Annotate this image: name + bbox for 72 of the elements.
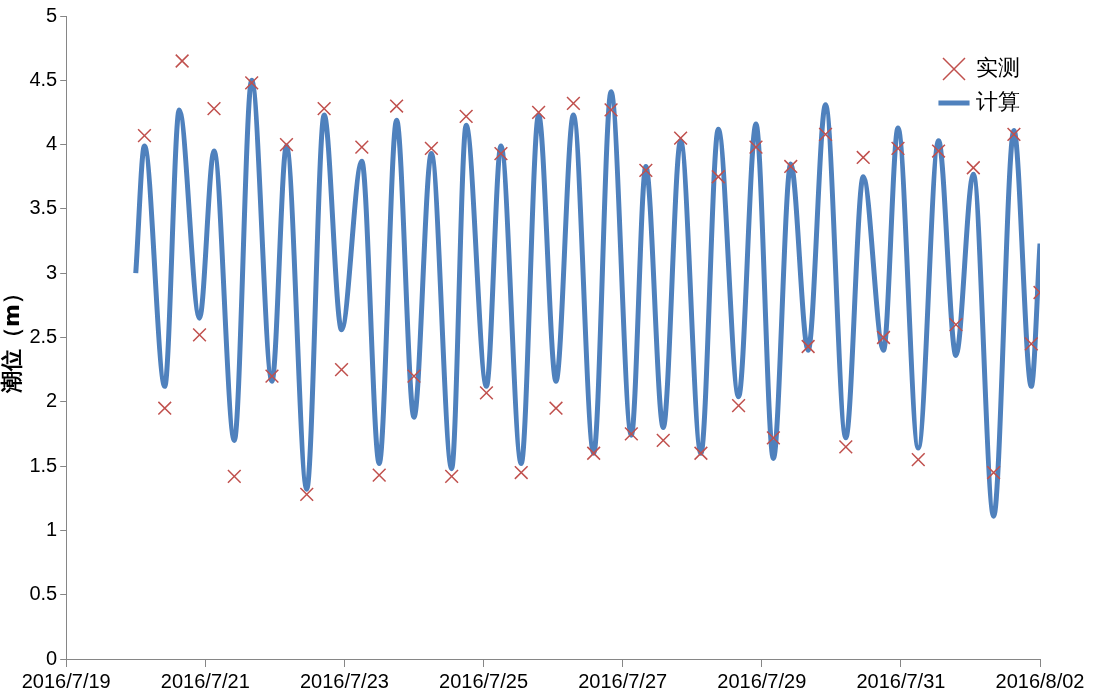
point [406, 368, 422, 384]
y-tick-label: 5 [46, 3, 58, 26]
point [748, 140, 764, 155]
point [838, 439, 853, 454]
point [656, 433, 671, 448]
y-tick-label: 0.5 [29, 582, 58, 605]
point [514, 465, 529, 480]
x-tick-label: 2016/7/29 [717, 669, 807, 692]
point [693, 446, 709, 461]
y-tick-label: 4.5 [29, 67, 58, 90]
point [1006, 127, 1022, 142]
point [966, 160, 981, 175]
point [227, 469, 242, 484]
point [493, 146, 509, 161]
y-axis-title: 潮位（m） [0, 282, 24, 394]
point [876, 330, 891, 345]
point [354, 140, 369, 155]
point [818, 127, 833, 142]
point [299, 487, 314, 502]
point [856, 150, 871, 165]
point [948, 317, 964, 332]
point [890, 141, 906, 156]
point [673, 131, 688, 146]
point [1024, 336, 1039, 352]
point [911, 452, 926, 467]
point [264, 368, 280, 384]
x-tick-label: 2016/7/19 [21, 669, 111, 692]
legend-label: 实测 [976, 54, 1020, 80]
point [175, 53, 190, 69]
point [586, 446, 601, 461]
y-tick-label: 1.5 [29, 453, 58, 476]
point [317, 101, 332, 116]
point [711, 169, 726, 184]
y-tick-label: 4 [46, 132, 58, 155]
x-tick-label: 2016/7/21 [160, 669, 250, 692]
point [157, 401, 172, 416]
point [334, 362, 349, 377]
x-tick-label: 2016/8/02 [995, 669, 1085, 692]
point [624, 426, 639, 442]
point [479, 385, 494, 400]
point [986, 465, 1001, 480]
x-tick-label: 2016/7/27 [578, 669, 668, 692]
point [444, 469, 459, 484]
y-tick-label: 2.5 [29, 325, 58, 348]
point [548, 401, 564, 416]
x-tick-label: 2016/7/25 [439, 669, 529, 692]
point [459, 109, 474, 124]
point [531, 105, 546, 120]
point [372, 467, 387, 483]
x-tick-label: 2016/7/23 [299, 669, 389, 692]
y-tick-label: 3 [46, 260, 58, 283]
y-tick-label: 2 [46, 389, 58, 412]
legend-label: 计算 [976, 88, 1020, 114]
point [244, 75, 259, 90]
point [279, 137, 294, 152]
y-tick-label: 3.5 [29, 196, 58, 219]
point [783, 159, 798, 174]
point [389, 98, 404, 114]
point [766, 430, 781, 445]
point [638, 163, 653, 178]
point [731, 398, 746, 413]
point [566, 96, 581, 111]
point [931, 143, 946, 159]
x-tick-label: 2016/7/31 [856, 669, 946, 692]
point [603, 102, 619, 117]
point [137, 128, 152, 143]
point [801, 339, 816, 354]
point [206, 101, 222, 116]
point [192, 327, 207, 343]
y-tick-label: 0 [46, 646, 58, 669]
point [424, 141, 439, 156]
y-tick-label: 1 [46, 517, 58, 540]
